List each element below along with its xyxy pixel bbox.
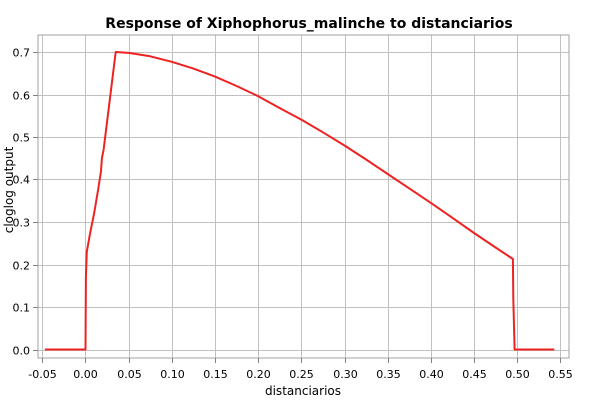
x-tick-label: 0.50 <box>505 368 530 381</box>
x-tick-label: 0.05 <box>117 368 142 381</box>
chart-title: Response of Xiphophorus_malinche to dist… <box>105 16 512 32</box>
y-tick-label: 0.1 <box>13 302 31 315</box>
y-axis-label: cloglog output <box>2 146 16 233</box>
y-tick-label: 0.4 <box>13 174 31 187</box>
series-layer <box>44 51 555 351</box>
x-tick-label: 0.30 <box>333 368 358 381</box>
x-tick-label: 0.20 <box>246 368 271 381</box>
x-tick-label: 0.40 <box>419 368 444 381</box>
response-curve-line <box>44 51 555 351</box>
y-tick-label: 0.6 <box>13 90 31 103</box>
y-tick-label: 0.5 <box>13 132 31 145</box>
x-tick-label: 0.00 <box>73 368 98 381</box>
x-tick-label: -0.05 <box>28 368 56 381</box>
x-tick-label: 0.25 <box>289 368 314 381</box>
y-tick-label: 0.3 <box>13 217 31 230</box>
x-tick-label: 0.15 <box>203 368 228 381</box>
y-tick-label: 0.7 <box>13 47 31 60</box>
x-tick-label: 0.45 <box>462 368 487 381</box>
y-tick-label: 0.0 <box>13 345 31 358</box>
x-tick-label: 0.35 <box>376 368 401 381</box>
x-axis-label: distanciarios <box>265 384 341 398</box>
grid-lines <box>38 35 569 358</box>
x-tick-label: 0.10 <box>160 368 185 381</box>
y-tick-label: 0.2 <box>13 260 31 273</box>
x-tick-label: 0.55 <box>548 368 573 381</box>
plot-area-frame <box>37 34 570 359</box>
axis-ticks: -0.05 0.00 0.05 0.10 0.15 0.20 0.25 0.30 0.35 0.4… <box>13 47 573 382</box>
